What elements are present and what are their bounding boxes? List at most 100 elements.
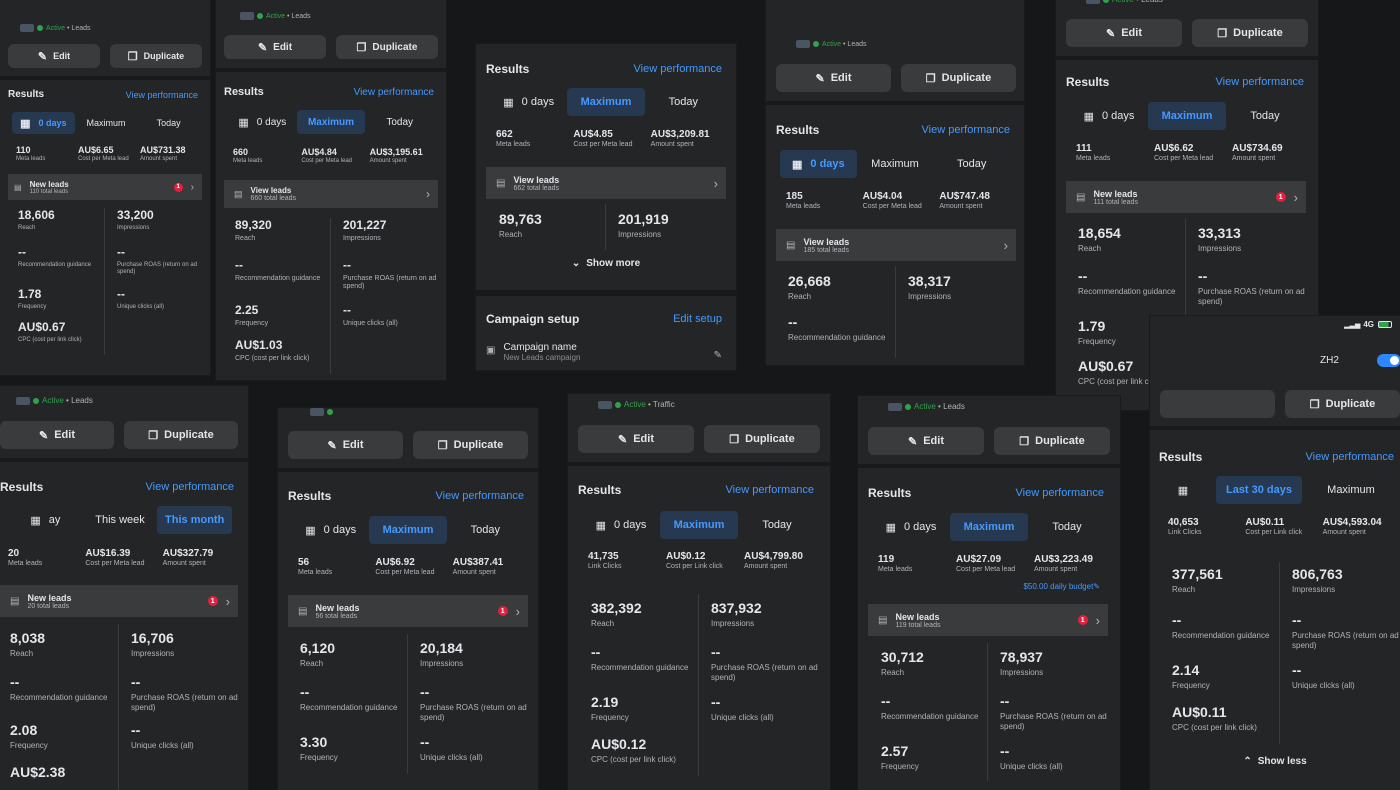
- stat-unique-clicks: --Unique clicks (all): [117, 287, 165, 310]
- results-title: Results: [288, 489, 332, 503]
- show-more-button[interactable]: ⌄ Show more: [571, 258, 641, 269]
- tab-30-days[interactable]: ▦ 0 days: [1083, 110, 1135, 123]
- campaign-card-3: Results View performance ▦ 0 days Maximum…: [476, 44, 736, 370]
- stat-purchase-roas: -- Purchase ROAS (return on ad spend): [420, 684, 527, 722]
- edit-button[interactable]: ✎ Edit: [578, 425, 694, 453]
- view-performance-link[interactable]: View performance: [921, 124, 1010, 136]
- stat-impressions: 38,317 Impressions: [908, 273, 952, 301]
- tab-maximum[interactable]: Maximum: [871, 158, 919, 170]
- tab-today[interactable]: Today: [762, 519, 792, 531]
- view-performance-link[interactable]: View performance: [1305, 451, 1394, 463]
- campaign-card-8: Active • Traffic ✎ Edit ❐ Duplicate Result…: [568, 394, 830, 790]
- tab-maximum[interactable]: Maximum: [296, 110, 366, 134]
- duplicate-button[interactable]: ❐ Duplicate: [336, 35, 438, 59]
- edit-button[interactable]: ✎ Edit: [1066, 19, 1182, 47]
- tab-30-days[interactable]: ▦ 0 days: [595, 519, 647, 532]
- notification-badge: 1: [207, 596, 218, 606]
- stat-purchase-roas: -- Purchase ROAS (return on ad spend): [711, 644, 818, 682]
- view-performance-link[interactable]: View performance: [725, 484, 814, 496]
- new-leads-row[interactable]: ▤ New leads 110 total leads 1 ›: [8, 174, 202, 200]
- tab-30-days[interactable]: ▦ 0 days: [885, 521, 937, 534]
- tab-30-days[interactable]: ▦ 0 days: [238, 116, 287, 129]
- duplicate-button[interactable]: ❐ Duplicate: [110, 44, 202, 68]
- tab-maximum[interactable]: Maximum: [1148, 102, 1226, 130]
- tab-this-week[interactable]: This week: [95, 514, 145, 526]
- duplicate-button[interactable]: ❐ Duplicate: [124, 421, 238, 449]
- edit-button[interactable]: ✎ Edit: [868, 427, 984, 455]
- tab-today[interactable]: Today: [957, 158, 987, 170]
- campaign-thumbnail-icon: [16, 396, 30, 405]
- tab-today[interactable]: Today: [1052, 521, 1082, 533]
- duplicate-button[interactable]: ❐ Duplicate: [413, 431, 528, 459]
- view-performance-link[interactable]: View performance: [125, 89, 198, 100]
- tab-maximum[interactable]: Maximum: [950, 513, 1028, 541]
- view-leads-row[interactable]: ▤ View leads 662 total leads ›: [486, 167, 726, 199]
- duplicate-button[interactable]: ❐ Duplicate: [704, 425, 820, 453]
- duplicate-icon: ❐: [925, 72, 936, 85]
- stat-unique-clicks: --Unique clicks (all): [1292, 662, 1355, 690]
- metric-cost-per-link-click: AU$0.11 Cost per Link click: [1245, 517, 1303, 536]
- tab-day[interactable]: ▦ ay: [30, 514, 61, 527]
- tab-last-30-days[interactable]: Last 30 days: [1216, 476, 1302, 504]
- pencil-icon: ✎: [815, 72, 825, 85]
- view-performance-link[interactable]: View performance: [1215, 76, 1304, 88]
- view-leads-row[interactable]: ▤ View leads 660 total leads ›: [224, 180, 438, 208]
- edit-button[interactable]: ✎ Edit: [0, 421, 114, 449]
- chevron-right-icon: ›: [1293, 189, 1298, 205]
- new-leads-row[interactable]: ▤ New leads 20 total leads 1 ›: [0, 585, 238, 617]
- chevron-right-icon: ›: [515, 603, 520, 619]
- edit-button[interactable]: ✎ Edit: [224, 35, 326, 59]
- new-leads-row[interactable]: ▤ New leads 119 total leads 1 ›: [868, 604, 1108, 636]
- edit-button[interactable]: ✎ Edit: [776, 64, 891, 92]
- tab-maximum[interactable]: Maximum: [369, 516, 447, 544]
- view-performance-link[interactable]: View performance: [435, 490, 524, 502]
- view-performance-link[interactable]: View performance: [633, 63, 722, 75]
- tab-today[interactable]: Today: [156, 118, 181, 128]
- view-performance-link[interactable]: View performance: [145, 481, 234, 493]
- duplicate-button[interactable]: ❐ Duplicate: [994, 427, 1110, 455]
- stat-purchase-roas: -- Purchase ROAS (return on ad spend): [117, 245, 198, 276]
- tab-today[interactable]: Today: [470, 524, 500, 536]
- tab-maximum[interactable]: Maximum: [660, 511, 738, 539]
- duplicate-button[interactable]: ❐ Duplicate: [1192, 19, 1308, 47]
- tab-today[interactable]: Today: [1250, 110, 1280, 122]
- new-leads-row[interactable]: ▤ New leads 56 total leads 1 ›: [288, 595, 528, 627]
- tab-30-days[interactable]: ▦ 0 days: [503, 96, 555, 109]
- metric-meta-leads: 660 Meta leads: [233, 147, 263, 164]
- campaign-card-5: Active • Leads ✎Edit ❐Duplicate Results …: [1056, 0, 1318, 410]
- calendar-icon: ▦: [1083, 110, 1094, 123]
- view-performance-link[interactable]: View performance: [1015, 487, 1104, 499]
- edit-button[interactable]: [1160, 390, 1275, 418]
- daily-budget-link[interactable]: $50.00 daily budget✎: [1023, 582, 1100, 591]
- view-performance-link[interactable]: View performance: [353, 86, 434, 98]
- tab-maximum[interactable]: Maximum: [1327, 484, 1375, 496]
- tab-today[interactable]: Today: [668, 96, 698, 108]
- leads-icon: ▤: [10, 595, 20, 607]
- tab-30-days[interactable]: ▦ 0 days: [12, 112, 75, 134]
- metric-meta-leads: 110 Meta leads: [16, 145, 46, 162]
- new-leads-row[interactable]: ▤ New leads 111 total leads 1 ›: [1066, 181, 1306, 213]
- view-leads-row[interactable]: ▤ View leads 185 total leads ›: [776, 229, 1016, 261]
- toggle-switch[interactable]: [1376, 354, 1400, 367]
- duplicate-icon: ❐: [356, 41, 367, 54]
- calendar-icon: ▦: [238, 116, 249, 129]
- edit-button[interactable]: ✎ Edit: [288, 431, 403, 459]
- campaign-name-row[interactable]: ▣ Campaign name New Leads campaign ✎: [486, 342, 722, 370]
- duplicate-button[interactable]: ❐ Duplicate: [1285, 390, 1400, 418]
- edit-setup-link[interactable]: Edit setup: [673, 313, 722, 325]
- stat-recommendation: -- Recommendation guidance: [8, 245, 105, 287]
- tab-maximum[interactable]: Maximum: [86, 118, 126, 128]
- tab-this-month[interactable]: This month: [157, 506, 233, 534]
- tab-30-days[interactable]: ▦ 0 days: [780, 150, 857, 178]
- leads-icon: ▤: [878, 614, 888, 626]
- calendar-button[interactable]: ▦: [1164, 476, 1202, 504]
- active-dot-icon: [1103, 0, 1109, 3]
- stat-impressions: 33,313 Impressions: [1198, 225, 1242, 253]
- show-less-button[interactable]: ⌃ Show less: [1243, 756, 1307, 767]
- edit-button[interactable]: ✎ Edit: [8, 44, 100, 68]
- tab-today[interactable]: Today: [386, 116, 414, 128]
- stat-cpc: AU$2.38: [0, 760, 119, 790]
- tab-30-days[interactable]: ▦ 0 days: [305, 524, 357, 537]
- duplicate-button[interactable]: ❐ Duplicate: [901, 64, 1016, 92]
- tab-maximum[interactable]: Maximum: [567, 88, 645, 116]
